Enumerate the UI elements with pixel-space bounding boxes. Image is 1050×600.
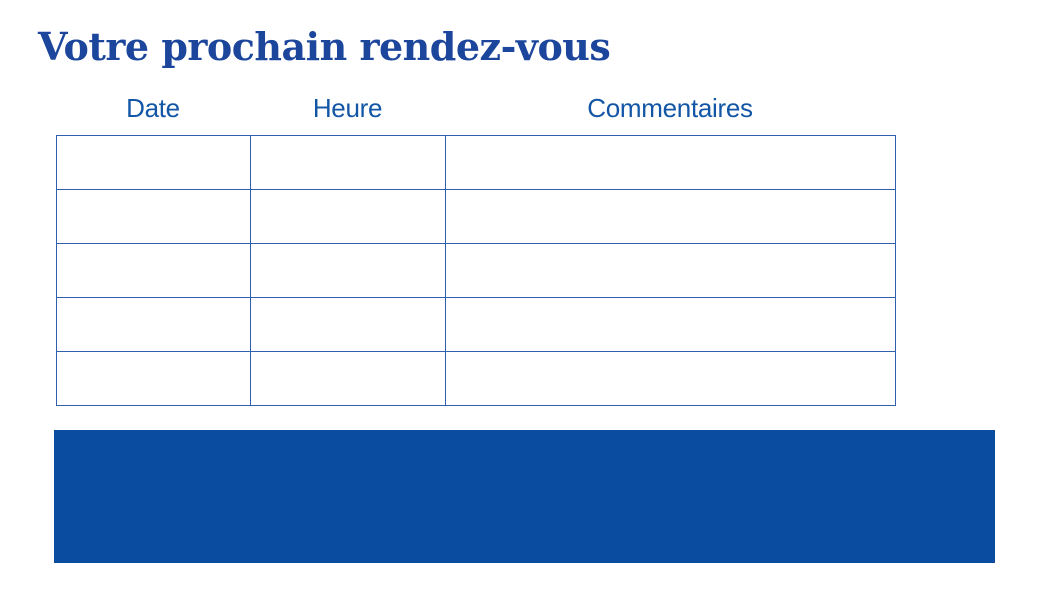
table-row bbox=[56, 135, 896, 190]
page-title: Votre prochain rendez-vous bbox=[38, 24, 611, 69]
table-row bbox=[56, 297, 896, 352]
table-cell[interactable] bbox=[56, 297, 251, 352]
table-row bbox=[56, 243, 896, 298]
table-cell[interactable] bbox=[445, 189, 896, 244]
table-cell[interactable] bbox=[56, 189, 251, 244]
table-cell[interactable] bbox=[445, 243, 896, 298]
table-cell[interactable] bbox=[445, 135, 896, 190]
appointments-table bbox=[56, 135, 896, 406]
table-cell[interactable] bbox=[445, 297, 896, 352]
table-cell[interactable] bbox=[250, 297, 446, 352]
table-cell[interactable] bbox=[56, 243, 251, 298]
table-row bbox=[56, 189, 896, 244]
table-cell[interactable] bbox=[445, 351, 896, 406]
table-cell[interactable] bbox=[56, 351, 251, 406]
column-header-heure: Heure bbox=[312, 93, 383, 123]
table-cell[interactable] bbox=[250, 189, 446, 244]
table-row bbox=[56, 351, 896, 406]
table-cell[interactable] bbox=[250, 243, 446, 298]
table-cell[interactable] bbox=[56, 135, 251, 190]
column-header-date: Date bbox=[126, 93, 180, 123]
table-cell[interactable] bbox=[250, 351, 446, 406]
column-header-commentaires: Commentaires bbox=[587, 93, 753, 123]
appointments-table-body bbox=[56, 135, 896, 406]
table-cell[interactable] bbox=[250, 135, 446, 190]
table-header-row: Date Heure Commentaires bbox=[56, 92, 895, 124]
footer-band bbox=[54, 430, 995, 563]
